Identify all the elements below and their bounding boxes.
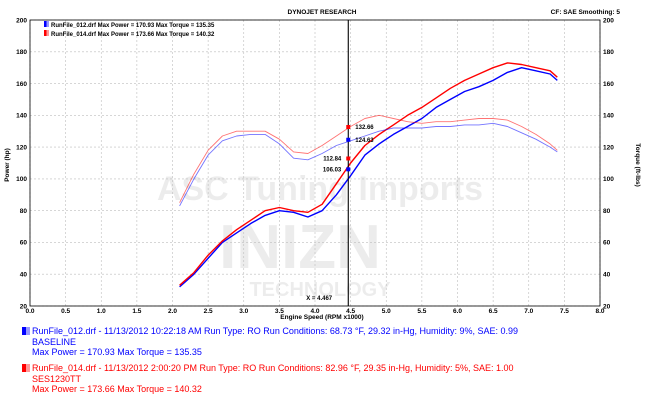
run-info-line1: RunFile_014.drf - 11/13/2012 2:00:20 PM … bbox=[22, 363, 514, 374]
y-tick-label-right: 60 bbox=[603, 240, 611, 247]
y-tick-label-right: 180 bbox=[603, 49, 614, 56]
marker-point bbox=[346, 137, 351, 142]
y-tick-label-right: 100 bbox=[603, 176, 614, 183]
run-details: RunFile_014.drf - 11/13/2012 2:00:20 PM … bbox=[32, 363, 514, 373]
y-axis-label-right: Torque (ft-lbs) bbox=[634, 143, 641, 187]
axis-ticks: 0.0 0.5 1.0 1.5 2.0 2.5 3.0 3.5 4.0 4.5 5.0 5.5 6.0 6… bbox=[16, 17, 614, 315]
y-tick-label-left: 80 bbox=[20, 208, 28, 215]
legend-entry-run014: RunFile_014.drf Max Power = 173.66 Max T… bbox=[44, 30, 215, 38]
y-tick-label-right: 40 bbox=[603, 272, 611, 279]
x-tick-label: 7.0 bbox=[524, 308, 533, 315]
y-tick-label-right: 200 bbox=[603, 17, 614, 24]
marker-point bbox=[346, 156, 351, 161]
y-axis-label-left: Power (hp) bbox=[4, 148, 11, 182]
x-tick-label: 4.0 bbox=[310, 308, 319, 315]
x-tick-label: 8.0 bbox=[595, 308, 604, 315]
run-color-swatch bbox=[22, 364, 30, 372]
series-line bbox=[179, 62, 558, 286]
marker-point bbox=[346, 167, 351, 172]
marker-label: 106.03 bbox=[323, 168, 342, 174]
y-tick-label-left: 200 bbox=[16, 17, 27, 24]
chart-settings: CF: SAE Smoothing: 5 bbox=[551, 9, 621, 16]
run-note: BASELINE bbox=[32, 336, 77, 347]
y-tick-label-right: 80 bbox=[603, 208, 611, 215]
plot-frame bbox=[29, 19, 601, 307]
x-tick-label: 2.5 bbox=[204, 308, 213, 315]
dyno-chart: ASC Tuning Imports INIZN TECHNOLOGY 0.0 0… bbox=[4, 9, 641, 321]
series-line bbox=[179, 66, 558, 288]
legend-swatch-light bbox=[46, 30, 49, 36]
series-line bbox=[179, 114, 558, 203]
legend-swatch-solid bbox=[44, 30, 47, 36]
x-tick-label: 5.5 bbox=[417, 308, 426, 315]
watermark-line3: TECHNOLOGY bbox=[249, 279, 391, 301]
x-tick-label: 6.0 bbox=[453, 308, 462, 315]
legend-swatch-solid bbox=[44, 21, 47, 27]
y-tick-label-left: 20 bbox=[20, 303, 28, 310]
cursor-label: X = 4.467 bbox=[306, 296, 333, 302]
cursor-layer: X = 4.467 132.66 124.63 112.84 106.03 bbox=[306, 20, 374, 306]
legend-swatch-light bbox=[46, 21, 49, 27]
legend-text-run014: RunFile_014.drf Max Power = 173.66 Max T… bbox=[51, 32, 215, 38]
x-axis-label: Engine Speed (RPM x1000) bbox=[280, 314, 363, 321]
marker-label: 132.66 bbox=[355, 125, 374, 131]
y-tick-label-left: 100 bbox=[16, 176, 27, 183]
legend-entry-run012: RunFile_012.drf Max Power = 170.93 Max T… bbox=[44, 21, 215, 29]
legend-text-run012: RunFile_012.drf Max Power = 170.93 Max T… bbox=[51, 23, 215, 29]
y-tick-label-left: 40 bbox=[20, 272, 28, 279]
marker-label: 112.84 bbox=[323, 157, 342, 163]
run-color-swatch bbox=[22, 327, 30, 335]
y-tick-label-right: 140 bbox=[603, 113, 614, 120]
x-tick-label: 7.5 bbox=[560, 308, 569, 315]
x-tick-label: 5.0 bbox=[382, 308, 391, 315]
watermark: ASC Tuning Imports INIZN TECHNOLOGY bbox=[157, 170, 483, 301]
y-tick-label-left: 180 bbox=[16, 49, 27, 56]
y-tick-label-left: 120 bbox=[16, 144, 27, 151]
x-tick-label: 0.5 bbox=[61, 308, 70, 315]
header-legend: RunFile_012.drf Max Power = 170.93 Max T… bbox=[44, 21, 215, 38]
x-tick-label: 2.0 bbox=[168, 308, 177, 315]
x-tick-label: 6.5 bbox=[489, 308, 498, 315]
y-tick-label-left: 60 bbox=[20, 240, 28, 247]
y-tick-label-left: 160 bbox=[16, 81, 27, 88]
marker-label: 124.63 bbox=[355, 138, 374, 144]
marker-point bbox=[346, 124, 351, 129]
series-layer bbox=[179, 62, 558, 288]
series-line bbox=[179, 122, 558, 207]
x-tick-label: 0.0 bbox=[25, 308, 34, 315]
run-details: RunFile_012.drf - 11/13/2012 10:22:18 AM… bbox=[32, 326, 519, 336]
run-max-values: Max Power = 170.93 Max Torque = 135.35 bbox=[32, 347, 202, 357]
x-tick-label: 1.5 bbox=[132, 308, 141, 315]
run-info-012: RunFile_012.drf - 11/13/2012 10:22:18 AM… bbox=[22, 326, 518, 358]
watermark-line2: INIZN bbox=[219, 213, 381, 282]
run-max-values: Max Power = 173.66 Max Torque = 140.32 bbox=[32, 384, 202, 394]
chart-title: DYNOJET RESEARCH bbox=[288, 9, 357, 16]
run-info-line1: RunFile_012.drf - 11/13/2012 10:22:18 AM… bbox=[22, 326, 518, 337]
x-tick-label: 3.5 bbox=[275, 308, 284, 315]
x-tick-label: 1.0 bbox=[97, 308, 106, 315]
y-tick-label-right: 120 bbox=[603, 144, 614, 151]
y-tick-label-right: 160 bbox=[603, 81, 614, 88]
x-tick-label: 4.5 bbox=[346, 308, 355, 315]
run-info-014: RunFile_014.drf - 11/13/2012 2:00:20 PM … bbox=[22, 363, 514, 395]
y-tick-label-left: 140 bbox=[16, 113, 27, 120]
watermark-line1: ASC Tuning Imports bbox=[157, 170, 483, 208]
x-tick-label: 3.0 bbox=[239, 308, 248, 315]
y-tick-label-right: 20 bbox=[603, 303, 611, 310]
run-note: SES1230TT bbox=[32, 373, 82, 384]
